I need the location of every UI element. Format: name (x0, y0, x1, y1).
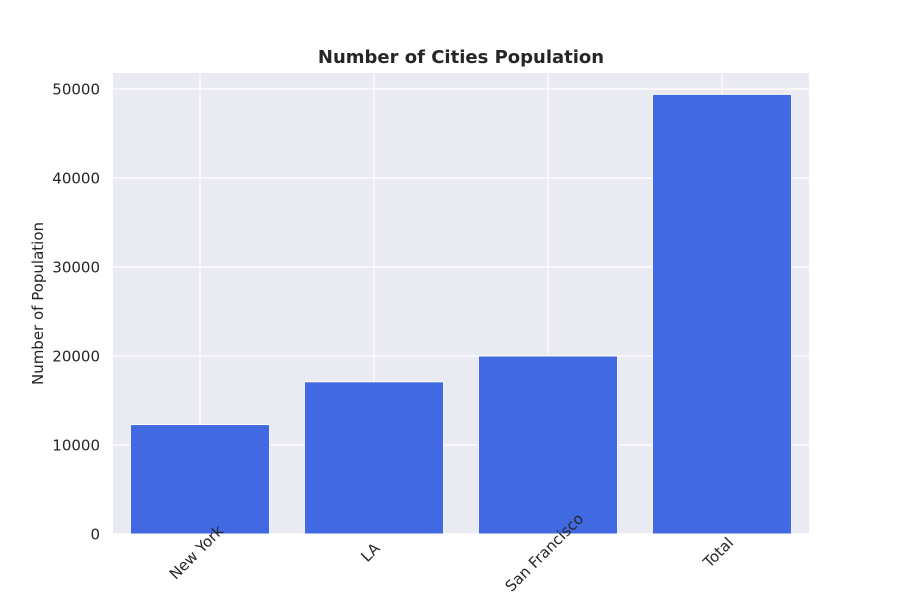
bar-new-york (129, 424, 271, 535)
y-tick-label: 40000 (52, 170, 100, 188)
bar-san-francisco (477, 355, 619, 535)
y-tick-label: 50000 (52, 81, 100, 99)
y-tick-labels: 0 10000 20000 30000 40000 50000 (52, 81, 100, 544)
y-tick-label: 30000 (52, 259, 100, 277)
y-tick-label: 10000 (52, 437, 100, 455)
x-tick-label: LA (357, 539, 384, 566)
y-tick-label: 0 (90, 526, 100, 544)
bars (129, 93, 793, 535)
bar-la (303, 381, 445, 535)
y-axis-label: Number of Population (29, 222, 47, 385)
bar-total (651, 93, 793, 535)
chart-title: Number of Cities Population (318, 47, 604, 68)
x-tick-label: Total (699, 534, 737, 572)
y-tick-label: 20000 (52, 348, 100, 366)
